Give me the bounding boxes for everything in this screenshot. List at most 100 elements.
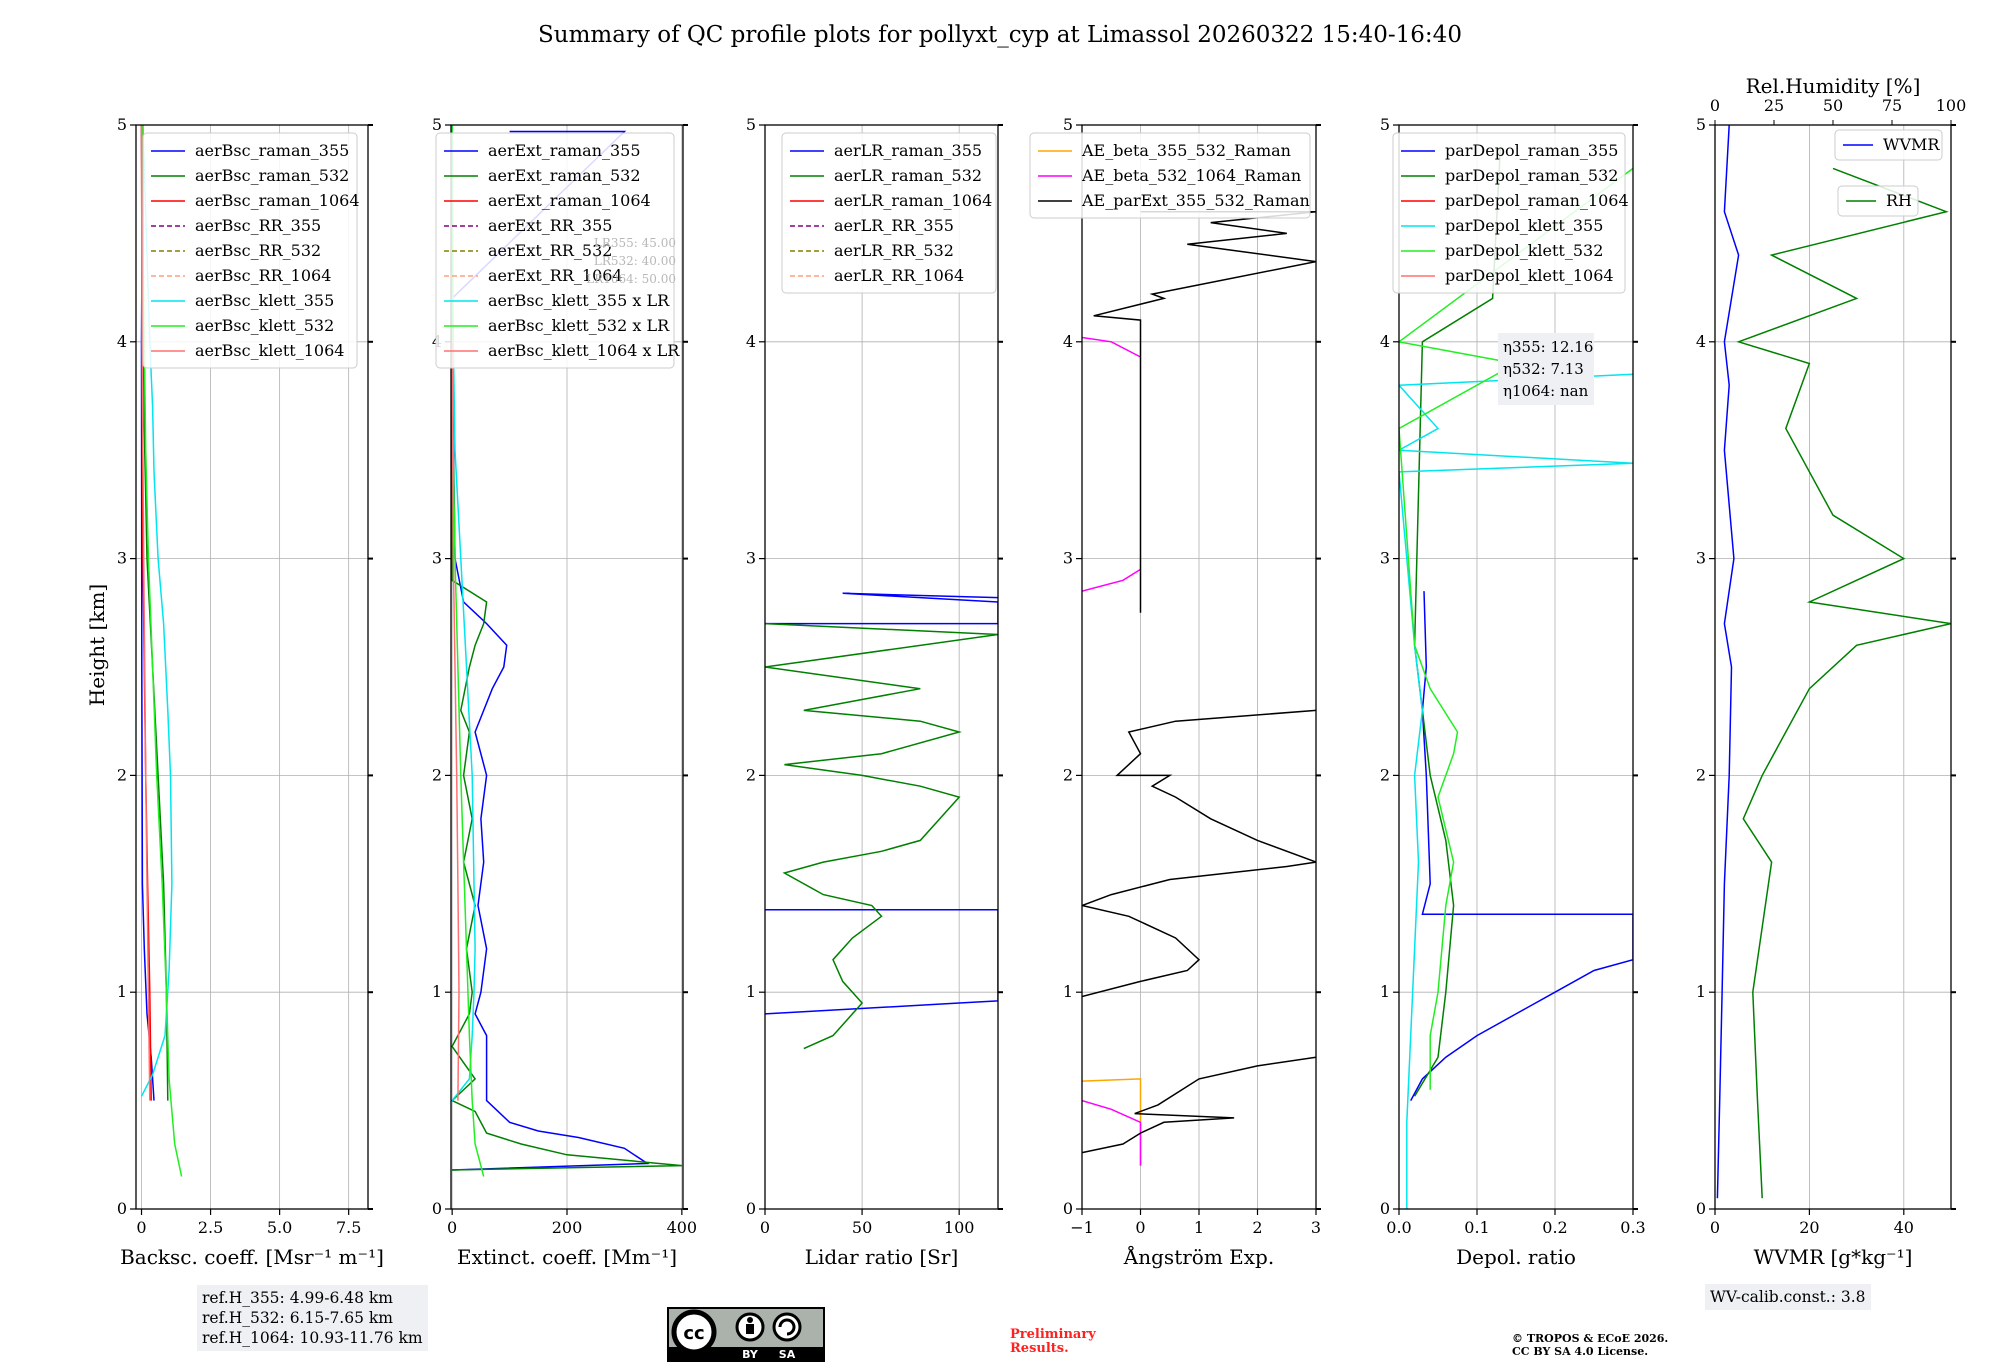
x-axis-label: Extinct. coeff. [Mm⁻¹] <box>457 1245 677 1269</box>
y-tick-label: 5 <box>1380 115 1390 134</box>
legend-box <box>1392 132 1626 294</box>
legend-label: aerLR_RR_532 <box>834 241 954 260</box>
eta-box <box>1498 333 1594 405</box>
legend-label: aerLR_raman_532 <box>834 166 982 185</box>
x-axis-label: Depol. ratio <box>1456 1245 1576 1269</box>
x-tick-label: 0 <box>760 1218 770 1237</box>
legend-label: aerBsc_raman_1064 <box>195 191 360 210</box>
ref-height-355: ref.H_355: 4.99-6.48 km <box>202 1289 393 1307</box>
series-line-AE_beta_532_1064_Raman_upper <box>1082 568 1141 592</box>
series-line-AE_beta_532_1064_Raman_top <box>1082 336 1141 358</box>
y-tick-label: 2 <box>746 765 756 784</box>
series-line-AE_beta_355_532_Raman <box>1082 1078 1142 1166</box>
panel-backscatter: 0 2.5 5.0 7.5 0 1 2 3 4 5 Backsc. coeff. [Msr⁻¹ m⁻… <box>117 115 384 1269</box>
rh-axis-label: Rel.Humidity [%] <box>1746 74 1921 98</box>
y-tick-label: 0 <box>432 1199 442 1218</box>
series-line-aerExt_raman_355 <box>451 130 650 1171</box>
legend-label: AE_beta_532_1064_Raman <box>1081 166 1301 185</box>
legend: aerLR_raman_355 aerLR_raman_532 aerLR_rama… <box>781 132 997 294</box>
x-tick-label: 5.0 <box>267 1218 292 1237</box>
x-axis-label: Lidar ratio [Sr] <box>805 1245 959 1269</box>
legend-label: aerExt_RR_1064 <box>488 266 623 285</box>
legend-label: WVMR <box>1883 135 1940 154</box>
rh-tick-label: 75 <box>1882 96 1902 115</box>
y-tick-label: 2 <box>1380 765 1390 784</box>
sa-label: SA <box>779 1348 796 1361</box>
legend-label: parDepol_klett_1064 <box>1445 266 1614 285</box>
legend-label: aerExt_raman_1064 <box>488 191 651 210</box>
x-tick-label: 1 <box>1194 1218 1204 1237</box>
y-tick-label: 3 <box>746 549 756 568</box>
cc-icon <box>671 1309 717 1355</box>
y-tick-label: 1 <box>746 982 756 1001</box>
y-tick-label: 1 <box>1380 982 1390 1001</box>
x-tick-label: 0.2 <box>1542 1218 1567 1237</box>
x-tick-label: −1 <box>1070 1218 1094 1237</box>
legend-label: parDepol_raman_532 <box>1445 166 1618 185</box>
x-tick-label: 40 <box>1894 1218 1914 1237</box>
legend-label: aerBsc_klett_532 <box>195 316 334 335</box>
axes-frame <box>1081 124 1317 1210</box>
rh-tick-label: 25 <box>1764 96 1784 115</box>
x-tick-label: 50 <box>852 1218 872 1237</box>
ref-height-1064: ref.H_1064: 10.93-11.76 km <box>202 1329 423 1347</box>
y-tick-label: 2 <box>117 765 127 784</box>
y-tick-label: 4 <box>746 332 756 351</box>
series-line-WVMR <box>1716 125 1740 1199</box>
y-tick-label: 4 <box>1696 332 1706 351</box>
legend-box <box>142 132 358 369</box>
series-line-aerLR_raman_532 <box>765 622 998 1050</box>
y-tick-label: 1 <box>1063 982 1073 1001</box>
rh-tick-label: 50 <box>1823 96 1843 115</box>
legend-label: aerBsc_klett_355 <box>195 291 334 310</box>
legend-label: parDepol_klett_355 <box>1445 216 1603 235</box>
prelim-line-2: Results. <box>1010 1341 1069 1356</box>
eta-text: η355: 12.16 <box>1503 338 1593 356</box>
y-tick-label: 2 <box>432 765 442 784</box>
legend-box <box>435 132 675 369</box>
series-line-aerLR_raman_355_top <box>765 592 998 625</box>
prelim-line-1: Preliminary <box>1010 1327 1096 1342</box>
svg-text:cc: cc <box>683 1323 704 1344</box>
series-line-parDepol_klett_532 <box>1399 167 1633 1090</box>
panel-lidar_ratio: 0 50 100 0 1 2 3 4 5 Lidar ratio [Sr] aerLR_raman_… <box>746 115 1003 1269</box>
x-tick-label: 7.5 <box>336 1218 361 1237</box>
x-tick-label: 3 <box>1311 1218 1321 1237</box>
axes-frame <box>135 124 369 1210</box>
series-line-aerExt_raman_532 <box>451 125 682 1171</box>
legend-label: aerLR_raman_355 <box>834 141 982 160</box>
axes-frame <box>450 124 684 1210</box>
legend-label: AE_beta_355_532_Raman <box>1081 141 1291 160</box>
y-tick-label: 3 <box>432 549 442 568</box>
x-tick-label: 2 <box>1252 1218 1262 1237</box>
x-tick-label: 0.0 <box>1386 1218 1411 1237</box>
legend-label: aerBsc_raman_355 <box>195 141 349 160</box>
y-tick-label: 5 <box>1063 115 1073 134</box>
legend-label: parDepol_raman_355 <box>1445 141 1618 160</box>
eta-text: η532: 7.13 <box>1503 360 1584 378</box>
ref-height-532: ref.H_532: 6.15-7.65 km <box>202 1309 393 1327</box>
legend-label: aerBsc_klett_1064 x LR <box>488 341 680 360</box>
legend-label: aerBsc_klett_355 x LR <box>488 291 670 310</box>
x-axis-label: Backsc. coeff. [Msr⁻¹ m⁻¹] <box>120 1245 384 1269</box>
reference-height-box: ref.H_355: 4.99-6.48 km ref.H_532: 6.15-… <box>197 1285 428 1351</box>
y-tick-label: 4 <box>1063 332 1073 351</box>
y-tick-label: 1 <box>432 982 442 1001</box>
y-tick-label: 3 <box>1063 549 1073 568</box>
legend-label: aerLR_RR_355 <box>834 216 954 235</box>
y-tick-label: 0 <box>1063 1199 1073 1218</box>
x-tick-label: 0.1 <box>1464 1218 1489 1237</box>
legend-label: parDepol_klett_532 <box>1445 241 1603 260</box>
x-tick-label: 0.3 <box>1620 1218 1645 1237</box>
figure-title: Summary of QC profile plots for pollyxt_… <box>538 22 1462 48</box>
legend-label: aerExt_raman_532 <box>488 166 641 185</box>
y-tick-label: 0 <box>1380 1199 1390 1218</box>
legend: aerBsc_raman_355 aerBsc_raman_532 aerBsc_r… <box>142 132 360 369</box>
x-tick-label: 0 <box>1710 1218 1720 1237</box>
lr-annotation: LR355: 45.00 <box>594 236 676 250</box>
y-tick-label: 0 <box>117 1199 127 1218</box>
series-line-parDepol_raman_532 <box>1413 146 1502 1097</box>
legend-label: aerBsc_RR_355 <box>195 216 321 235</box>
